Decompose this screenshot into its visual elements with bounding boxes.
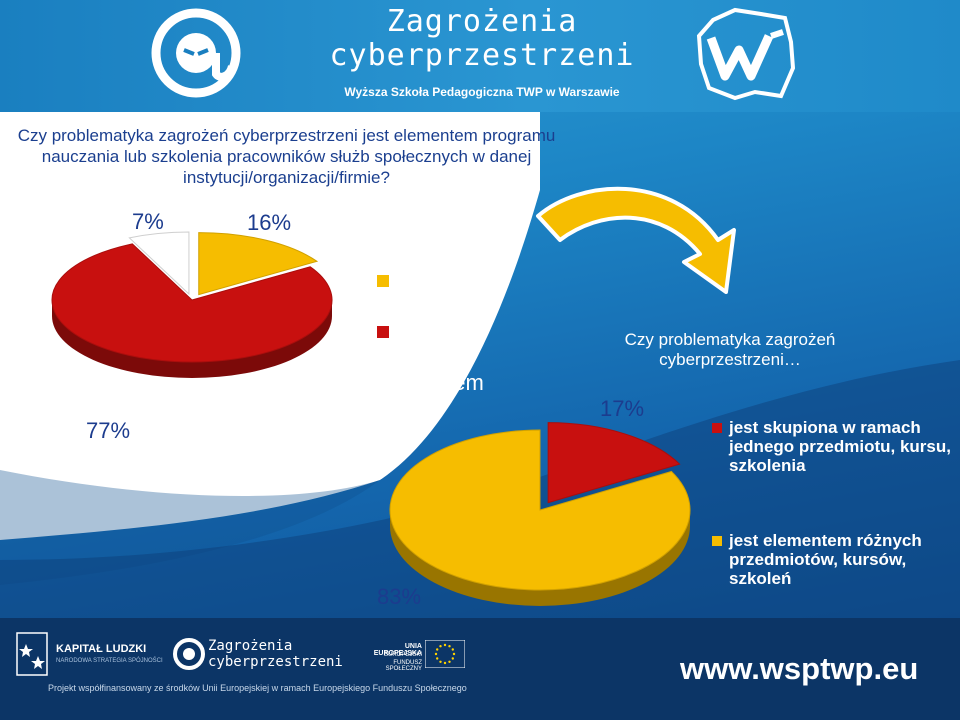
pie2-label-elementem: 83% — [377, 584, 422, 609]
pie2-legend-skupiona: jest skupiona w ramach jednego przedmiot… — [712, 418, 952, 475]
legend-label: nie wiem — [397, 370, 484, 395]
legend-swatch — [377, 377, 389, 389]
eu-star — [436, 648, 439, 651]
pie2-title: Czy problematyka zagrożeń cyberprzestrze… — [624, 330, 836, 369]
legend-swatch — [377, 326, 389, 338]
footer-logo-line1: Zagrożenia — [208, 638, 293, 654]
eu-star — [451, 657, 454, 660]
header-subtitle: Wyższa Szkoła Pedagogiczna TWP w Warszaw… — [344, 85, 620, 99]
pie1-label-nie-wiem: 7% — [132, 209, 164, 234]
curved-arrow-icon — [536, 186, 736, 294]
pie-slice-tak — [198, 232, 319, 296]
at-sign-logo-icon — [151, 8, 241, 98]
pie-slice-nie-wiem — [128, 231, 190, 296]
eu-star — [451, 648, 454, 651]
eu-star — [443, 643, 447, 647]
eu-star — [448, 660, 451, 663]
kapital-ludzki-subtitle: NARODOWA STRATEGIA SPÓJNOŚCI — [56, 658, 163, 664]
footer-logo-line2: cyberprzestrzeni — [208, 654, 343, 670]
kapital-ludzki-stars-icon — [16, 632, 48, 676]
eu-label-line1: UNIA EUROPEJSKA — [373, 643, 422, 657]
legend-label: jest elementem różnych przedmiotów, kurs… — [729, 531, 922, 588]
eu-star — [436, 657, 439, 660]
survey-question: Czy problematyka zagrożeń cyberprzestrze… — [17, 126, 556, 187]
pie-slice-jest-elementem — [389, 429, 691, 591]
eu-star — [443, 661, 447, 665]
legend-label: tak — [397, 268, 427, 293]
funding-note: Projekt współfinansowany ze środków Unii… — [48, 683, 467, 693]
legend-label: jest skupiona w ramach jednego przedmiot… — [729, 418, 951, 475]
pie2-label-skupiona: 17% — [600, 396, 645, 421]
pie-slice-side-jest-elementem — [390, 510, 690, 606]
eu-star — [439, 660, 442, 663]
header-title-line2: cyberprzestrzeni — [329, 38, 635, 73]
at-sign-small-logo-icon — [173, 638, 205, 670]
website-url[interactable]: www.wsptwp.eu — [680, 651, 919, 686]
pie1-label-tak: 16% — [247, 210, 292, 235]
pie2-legend-elementem: jest elementem różnych przedmiotów, kurs… — [712, 531, 952, 588]
footer-band — [0, 618, 960, 720]
eu-star — [452, 652, 456, 656]
header-title: Zagrożenia — [386, 4, 578, 39]
eu-flag-icon — [425, 640, 465, 668]
kapital-ludzki-title: KAPITAŁ LUDZKI — [56, 643, 147, 655]
eu-star — [439, 645, 442, 648]
pie1-legend-nie: nie — [377, 319, 426, 345]
pie1-legend-nie-wiem: nie wiem — [377, 370, 484, 396]
legend-label: nie — [397, 319, 427, 344]
pie1-label-nie: 77% — [86, 418, 131, 443]
legend-swatch — [712, 536, 722, 546]
eu-label-line2: EUROPEJSKI — [383, 652, 422, 658]
poland-map-logo-icon — [696, 7, 796, 101]
legend-swatch — [377, 275, 389, 287]
pie-slice-side-nie — [52, 300, 332, 378]
eu-star — [434, 652, 438, 656]
eu-label-line3: FUNDUSZ SPOŁECZNY — [385, 660, 422, 672]
pie-slice-nie — [51, 243, 333, 363]
pie1-legend-tak: tak — [377, 268, 426, 294]
pie-slice-jest-skupiona — [547, 422, 681, 504]
legend-swatch — [712, 423, 722, 433]
eu-star — [448, 645, 451, 648]
